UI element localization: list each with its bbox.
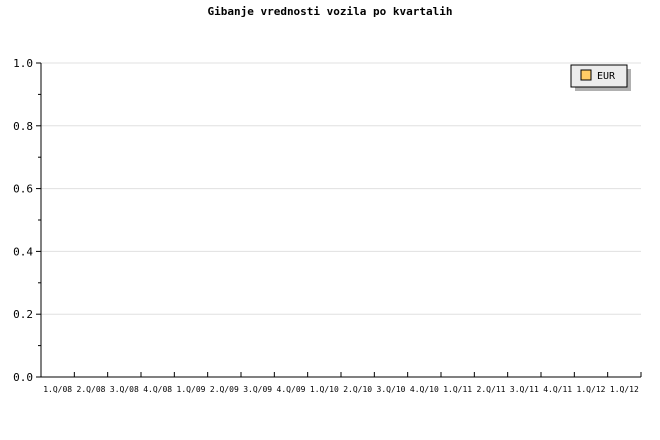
x-tick-label: 3.Q/09 — [243, 385, 272, 394]
x-tick-label: 2.Q/09 — [210, 385, 239, 394]
legend: EUR — [570, 64, 631, 91]
x-tick-label: 1.Q/12 — [577, 385, 606, 394]
x-tick-label: 1.Q/12 — [610, 385, 639, 394]
x-tick-label: 4.Q/11 — [543, 385, 572, 394]
x-tick-label: 2.Q/10 — [343, 385, 372, 394]
x-tick-label: 2.Q/11 — [477, 385, 506, 394]
x-tick-label: 4.Q/10 — [410, 385, 439, 394]
x-tick-label: 1.Q/08 — [43, 385, 72, 394]
x-tick-label: 2.Q/08 — [77, 385, 106, 394]
x-tick-label: 3.Q/08 — [110, 385, 139, 394]
x-tick-label: 3.Q/11 — [510, 385, 539, 394]
x-tick-label: 4.Q/09 — [277, 385, 306, 394]
legend-label-eur: EUR — [597, 71, 616, 82]
y-tick-label: 0.8 — [13, 120, 33, 133]
x-tick-label: 3.Q/10 — [377, 385, 406, 394]
legend-swatch-eur — [580, 69, 592, 81]
x-tick-label: 1.Q/11 — [443, 385, 472, 394]
x-tick-label: 4.Q/08 — [143, 385, 172, 394]
y-tick-label: 0.2 — [13, 308, 33, 321]
x-tick-label: 1.Q/09 — [177, 385, 206, 394]
chart-title: Gibanje vrednosti vozila po kvartalih — [207, 5, 452, 18]
x-tick-label: 1.Q/10 — [310, 385, 339, 394]
y-tick-label: 0.6 — [13, 183, 33, 196]
y-tick-label: 0.4 — [13, 245, 33, 258]
y-tick-label: 0.0 — [13, 371, 33, 384]
y-tick-label: 1.0 — [13, 57, 33, 70]
